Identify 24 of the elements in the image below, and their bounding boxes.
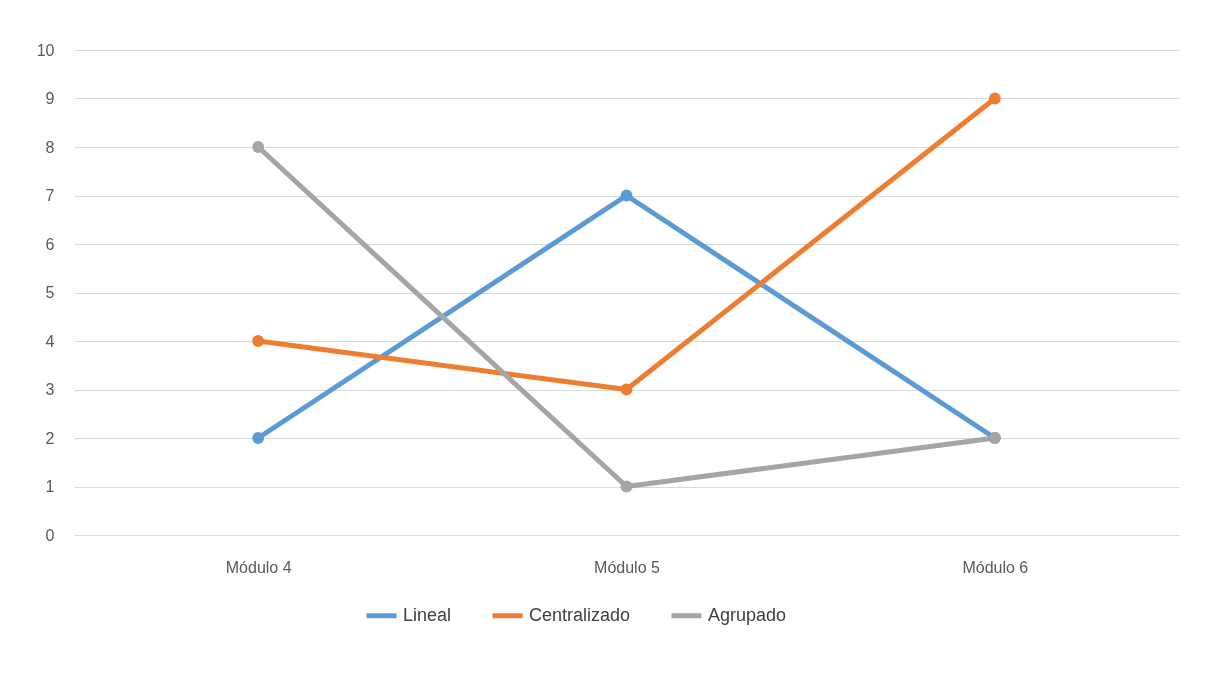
- point: [620, 189, 633, 202]
- point: [620, 383, 633, 396]
- point: [252, 432, 265, 444]
- y-tick-label: 6: [45, 235, 55, 253]
- y-tick-label: 9: [45, 90, 55, 107]
- point: [252, 335, 265, 347]
- point: [252, 141, 265, 153]
- x-tick-label: Módulo 5: [594, 558, 661, 576]
- legend-label: Lineal: [403, 604, 452, 625]
- y-tick-label: 2: [45, 429, 55, 447]
- x-tick-label: Módulo 6: [962, 558, 1029, 576]
- y-tick-label: 4: [45, 332, 55, 350]
- y-tick-label: 5: [45, 284, 55, 301]
- legend-label: Agrupado: [708, 604, 787, 625]
- point: [988, 92, 1001, 105]
- y-tick-label: 3: [45, 381, 55, 398]
- y-tick-label: 1: [45, 478, 55, 495]
- y-tick-label: 10: [36, 41, 55, 59]
- point: [620, 480, 633, 493]
- y-tick-label: 0: [45, 526, 55, 544]
- x-tick-label: Módulo 4: [225, 558, 292, 576]
- y-tick-label: 7: [45, 187, 55, 204]
- y-tick-label: 8: [45, 138, 55, 156]
- legend-label: Centralizado: [529, 604, 631, 625]
